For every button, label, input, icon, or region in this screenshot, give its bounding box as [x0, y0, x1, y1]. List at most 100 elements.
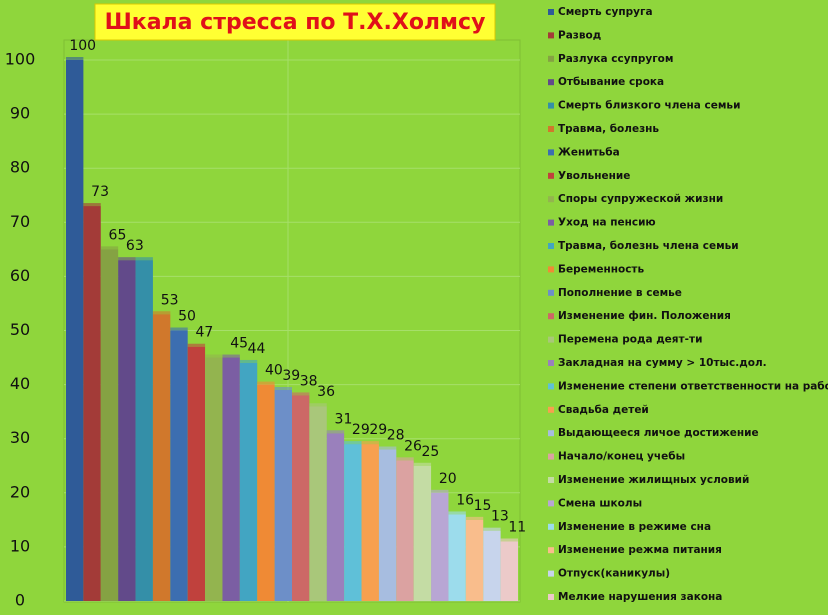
- data-label: 63: [126, 238, 144, 254]
- y-tick-label: 0: [15, 591, 25, 610]
- bar-top: [292, 392, 310, 396]
- legend-label: Беременность: [558, 263, 644, 275]
- legend-label: Смерть близкого члена семьи: [558, 100, 740, 112]
- data-label: 73: [91, 184, 109, 200]
- bar-top: [83, 203, 101, 207]
- bar-top: [465, 516, 484, 520]
- bar: [500, 541, 518, 601]
- legend-label: Свадьба детей: [558, 404, 649, 416]
- legend-label: Выдающееся личое достижение: [558, 427, 759, 439]
- y-tick-label: 60: [10, 266, 30, 285]
- bar: [222, 357, 240, 601]
- bar: [378, 449, 397, 601]
- data-label: 65: [109, 227, 127, 243]
- bar: [135, 260, 153, 601]
- legend-label: Перемена рода деят-ти: [558, 334, 702, 346]
- bar: [66, 60, 84, 601]
- bar: [187, 346, 206, 601]
- y-tick-label: 80: [10, 158, 30, 177]
- bar-top: [205, 354, 223, 358]
- legend-label: Пополнение в семье: [558, 287, 682, 299]
- bar: [257, 384, 275, 601]
- legend-label: Изменение в режиме сна: [558, 521, 711, 533]
- legend-swatch: [548, 289, 554, 296]
- data-label: 13: [491, 509, 509, 525]
- legend-swatch: [548, 102, 554, 109]
- data-label: 11: [508, 519, 526, 535]
- bar-top: [483, 527, 501, 531]
- legend-swatch: [548, 477, 554, 483]
- legend-swatch: [548, 79, 554, 86]
- legend-label: Мелкие нарушения закона: [558, 591, 722, 603]
- legend-swatch: [548, 9, 554, 15]
- bar-top: [118, 257, 136, 261]
- y-tick-label: 30: [10, 428, 30, 447]
- legend-swatch: [548, 406, 554, 413]
- bar: [483, 530, 501, 601]
- bar-top: [361, 441, 379, 445]
- data-label: 53: [161, 292, 179, 308]
- data-label: 26: [404, 438, 422, 454]
- y-tick-label: 20: [10, 482, 30, 501]
- bar: [448, 514, 466, 601]
- data-label: 38: [300, 373, 318, 389]
- legend-label: Споры супружеской жизни: [558, 193, 723, 205]
- data-label: 45: [230, 336, 248, 352]
- bar: [239, 362, 258, 601]
- y-tick-label: 40: [10, 374, 30, 393]
- legend-label: Начало/конец учебы: [558, 451, 685, 463]
- legend-swatch: [548, 453, 554, 460]
- bar: [152, 314, 171, 601]
- bar-top: [396, 457, 414, 461]
- data-label: 29: [352, 422, 370, 438]
- legend-swatch: [548, 523, 554, 530]
- bar: [309, 406, 327, 601]
- data-label: 44: [248, 341, 266, 357]
- legend-swatch: [548, 570, 554, 577]
- legend-label: Уход на пенсию: [558, 217, 656, 229]
- bar-top: [378, 446, 397, 450]
- data-label: 20: [439, 471, 457, 487]
- bar: [431, 492, 449, 601]
- bar-top: [257, 381, 275, 385]
- legend-swatch: [548, 196, 554, 203]
- legend-label: Смерть супруга: [558, 6, 653, 18]
- data-label: 29: [369, 422, 387, 438]
- bar: [326, 433, 345, 601]
- bar: [205, 357, 223, 601]
- legend-label: Отпуск(каникулы): [558, 568, 670, 580]
- data-label: 25: [421, 444, 439, 460]
- bar: [413, 465, 432, 601]
- legend-swatch: [548, 219, 554, 226]
- legend-swatch: [548, 266, 554, 273]
- bar: [361, 444, 379, 601]
- bar: [292, 395, 310, 601]
- data-label: 47: [195, 325, 213, 341]
- y-tick-label: 50: [10, 320, 30, 339]
- bar: [83, 206, 101, 601]
- data-label: 100: [69, 38, 96, 54]
- chart-title: Шкала стресса по Т.Х.Холмсу: [105, 10, 486, 35]
- bar-top: [152, 311, 171, 315]
- bar-top: [66, 57, 84, 60]
- bar-top: [431, 489, 449, 493]
- legend-swatch: [548, 360, 554, 366]
- legend-swatch: [548, 126, 554, 132]
- legend-label: Изменение фин. Положения: [558, 310, 731, 322]
- legend-swatch: [548, 313, 554, 320]
- bar-top: [500, 538, 518, 542]
- data-label: 36: [317, 384, 335, 400]
- bar-top: [413, 462, 432, 466]
- y-tick-label: 100: [5, 50, 36, 69]
- data-label: 15: [474, 498, 492, 514]
- bar-top: [135, 257, 153, 261]
- data-label: 50: [178, 309, 196, 325]
- legend-label: Травма, болезнь члена семьи: [558, 240, 739, 252]
- bar: [170, 330, 188, 601]
- legend-label: Травма, болезнь: [558, 123, 659, 135]
- bar-top: [309, 403, 327, 407]
- data-label: 31: [335, 411, 353, 427]
- y-tick-label: 90: [10, 104, 30, 123]
- legend-swatch: [548, 594, 554, 600]
